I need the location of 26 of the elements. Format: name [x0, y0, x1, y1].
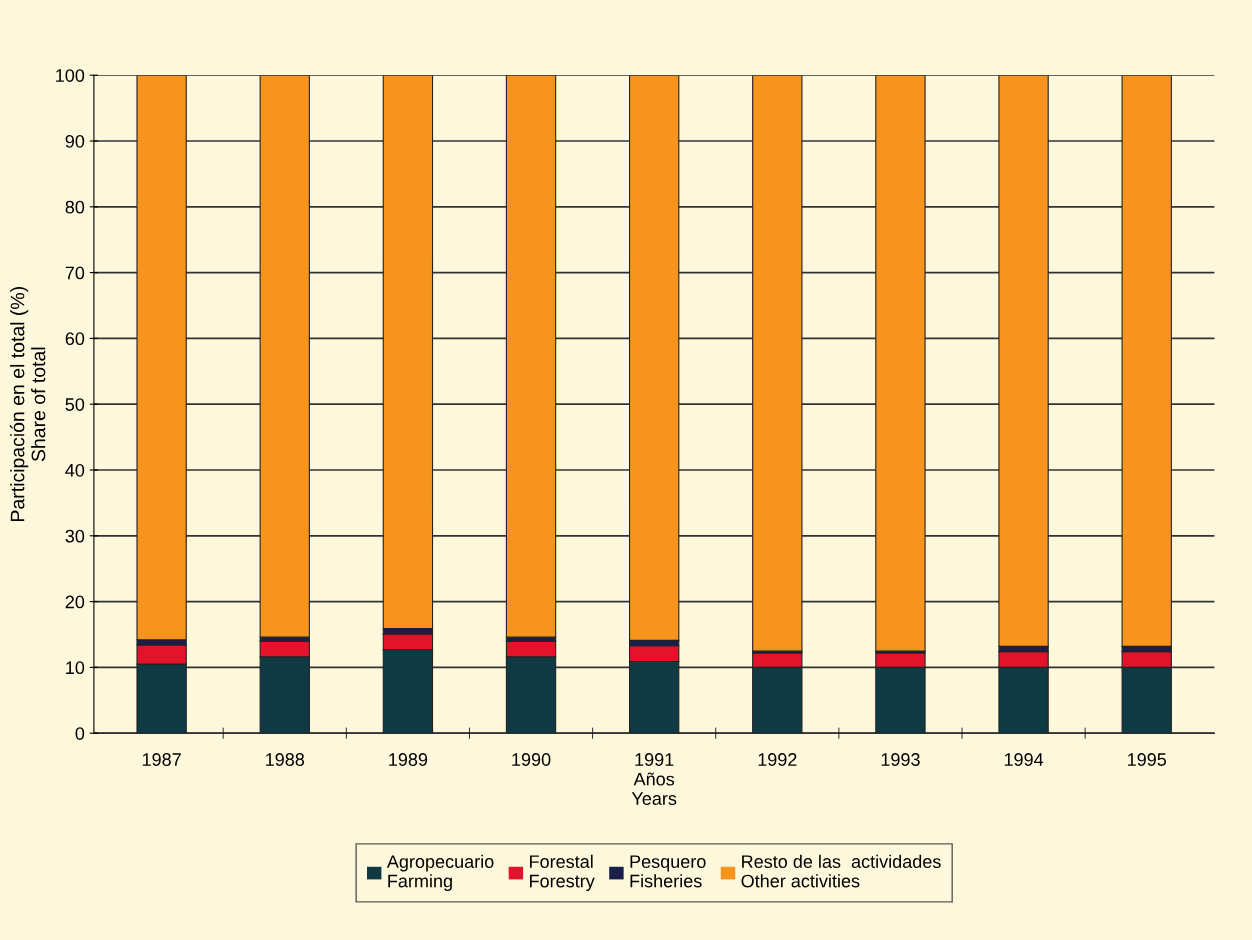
x-tick-label: 1994: [1004, 753, 1044, 766]
x-tick-label: 1991: [635, 753, 674, 766]
y-tick-label: 100: [56, 69, 85, 82]
y-tick-label: 80: [65, 200, 85, 214]
x-tick-label: 1989: [389, 753, 428, 766]
x-tick-label: 1992: [758, 753, 797, 766]
legend-label: Resto de las actividades Other activities: [741, 854, 941, 888]
x-tick-label: 1987: [142, 753, 181, 766]
legend-label: Agropecuario Farming: [386, 854, 494, 892]
y-tick-label: 50: [65, 398, 85, 411]
y-tick-label: 90: [65, 134, 85, 148]
x-tick-label: 1988: [266, 753, 305, 766]
y-tick-label: 30: [65, 529, 85, 543]
x-tick-label: 1993: [881, 753, 920, 766]
y-tick-label: 60: [65, 332, 85, 346]
x-tick-label: 1995: [1128, 753, 1167, 766]
x-tick-label: 1990: [512, 753, 551, 766]
y-tick-label: 0: [75, 727, 85, 740]
legend-label: Pesquero Fisheries: [630, 855, 706, 888]
y-tick-label: 10: [66, 661, 85, 675]
y-tick-label: 40: [65, 463, 85, 477]
y-axis-title: Participación en el total (%) Share of total: [9, 287, 46, 521]
y-tick-label: 70: [65, 266, 85, 280]
y-tick-label: 20: [65, 595, 85, 609]
legend-label: Forestal Forestry: [530, 854, 595, 892]
x-axis-title: Años Years: [631, 772, 677, 805]
